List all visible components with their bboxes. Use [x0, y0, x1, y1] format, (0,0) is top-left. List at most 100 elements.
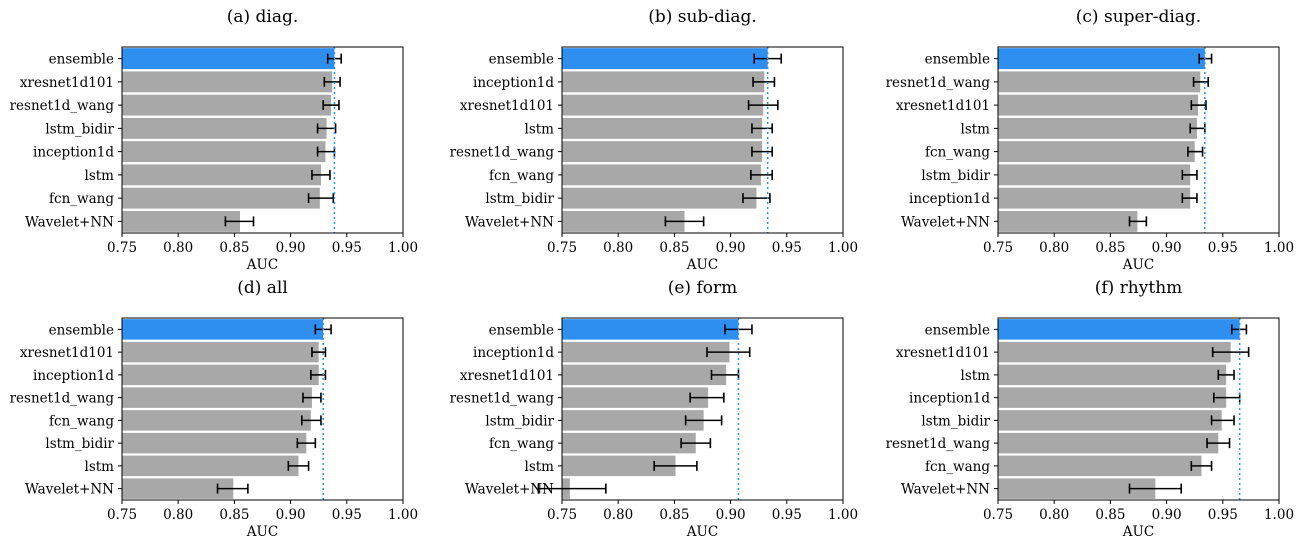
x-tick-label: 0.85	[659, 507, 689, 523]
category-label: inception1d	[909, 191, 990, 207]
bar-lstm	[122, 164, 321, 186]
x-tick-label: 0.85	[219, 240, 249, 256]
bar-fcn_wang	[122, 187, 320, 209]
x-tick-label: 1.00	[1264, 240, 1294, 256]
bar-Wavelet+NN	[998, 210, 1138, 232]
category-label: xresnet1d101	[460, 368, 554, 384]
category-label: lstm_bidir	[921, 413, 990, 429]
x-tick-label: 1.00	[388, 507, 418, 523]
bar-lstm_bidir	[122, 432, 307, 454]
axes-frame	[561, 46, 844, 234]
x-tick-label: 0.75	[547, 240, 577, 256]
bar-resnet1d_wang	[998, 71, 1201, 93]
chart-title: (b) sub-diag.	[648, 7, 757, 27]
bar-inception1d	[562, 341, 730, 363]
bar-resnet1d_wang	[562, 141, 763, 163]
x-tick-label: 1.00	[388, 240, 418, 256]
category-label: Wavelet+NN	[465, 482, 554, 498]
bar-ensemble	[998, 319, 1240, 340]
bar-lstm	[122, 455, 299, 477]
bar-xresnet1d101	[562, 94, 764, 116]
x-tick-label: 0.85	[1095, 507, 1125, 523]
category-label: xresnet1d101	[896, 98, 990, 114]
category-label: fcn_wang	[925, 459, 990, 475]
category-label: inception1d	[473, 75, 554, 91]
category-label: ensemble	[49, 322, 114, 338]
x-tick-label: 0.95	[332, 240, 362, 256]
bar-Wavelet+NN	[562, 210, 685, 232]
category-label: fcn_wang	[489, 436, 554, 452]
axes-frame	[121, 317, 404, 501]
category-label: Wavelet+NN	[25, 214, 114, 230]
x-tick-label: 0.85	[1095, 240, 1125, 256]
bar-fcn_wang	[562, 164, 761, 186]
x-axis-label: AUC	[686, 524, 718, 540]
chart-panel-2: (c) super-diag. ensemble resnet1d_wangxres…	[886, 7, 1294, 273]
bar-xresnet1d101	[998, 94, 1199, 116]
bar-xresnet1d101	[562, 364, 727, 386]
chart-title: (a) diag.	[227, 7, 299, 27]
bar-fcn_wang	[562, 432, 696, 454]
category-label: xresnet1d101	[20, 75, 114, 91]
x-tick-label: 0.95	[772, 240, 802, 256]
category-label: resnet1d_wang	[10, 391, 115, 407]
x-tick-label: 0.80	[603, 507, 633, 523]
category-label: resnet1d_wang	[450, 145, 555, 161]
category-label: ensemble	[489, 322, 554, 338]
bar-xresnet1d101	[998, 341, 1231, 363]
x-tick-label: 0.75	[107, 507, 137, 523]
x-tick-label: 0.75	[983, 240, 1013, 256]
bar-ensemble	[998, 48, 1205, 70]
category-label: lstm	[961, 368, 991, 384]
bar-lstm_bidir	[562, 410, 704, 431]
x-tick-label: 0.80	[1039, 240, 1069, 256]
bar-ensemble	[562, 319, 739, 340]
bar-inception1d	[562, 71, 765, 93]
bar-fcn_wang	[122, 410, 311, 431]
category-label: lstm	[961, 121, 991, 137]
category-label: xresnet1d101	[896, 345, 990, 361]
x-tick-label: 0.90	[1152, 240, 1182, 256]
bar-fcn_wang	[998, 141, 1195, 163]
bar-resnet1d_wang	[562, 387, 709, 408]
bar-lstm_bidir	[122, 117, 327, 139]
category-label: fcn_wang	[925, 145, 990, 161]
category-label: inception1d	[33, 145, 114, 161]
category-label: lstm_bidir	[45, 121, 114, 137]
x-tick-label: 0.85	[219, 507, 249, 523]
x-tick-label: 0.80	[603, 240, 633, 256]
category-label: xresnet1d101	[460, 98, 554, 114]
category-label: fcn_wang	[49, 191, 114, 207]
bar-ensemble	[122, 319, 324, 340]
category-label: Wavelet+NN	[25, 482, 114, 498]
bar-resnet1d_wang	[122, 94, 332, 116]
category-label: inception1d	[909, 391, 990, 407]
x-tick-label: 0.80	[163, 507, 193, 523]
category-label: resnet1d_wang	[886, 75, 991, 91]
bar-Wavelet+NN	[998, 478, 1156, 499]
category-label: lstm_bidir	[45, 436, 114, 452]
chart-panel-3: (d) all ensemble xresnet1d101 inception1d re…	[10, 278, 418, 540]
x-tick-label: 1.00	[828, 507, 858, 523]
axes-frame	[121, 46, 404, 234]
bar-ensemble	[122, 48, 335, 70]
bar-inception1d	[122, 141, 326, 163]
category-label: lstm_bidir	[485, 191, 554, 207]
x-tick-label: 0.90	[716, 507, 746, 523]
chart-panel-1: (b) sub-diag. ensemble inception1d xresnet1…	[450, 7, 858, 273]
bar-lstm	[998, 117, 1197, 139]
x-axis-label: AUC	[246, 524, 278, 540]
bar-lstm_bidir	[998, 164, 1191, 186]
x-tick-label: 0.85	[659, 240, 689, 256]
category-label: lstm	[85, 459, 115, 475]
category-label: ensemble	[489, 52, 554, 68]
category-label: resnet1d_wang	[450, 391, 555, 407]
x-tick-label: 1.00	[828, 240, 858, 256]
bar-Wavelet+NN	[122, 478, 234, 499]
category-label: fcn_wang	[489, 168, 554, 184]
bar-lstm_bidir	[562, 187, 757, 209]
x-tick-label: 0.90	[716, 240, 746, 256]
x-tick-label: 0.90	[1152, 507, 1182, 523]
bar-xresnet1d101	[122, 341, 319, 363]
